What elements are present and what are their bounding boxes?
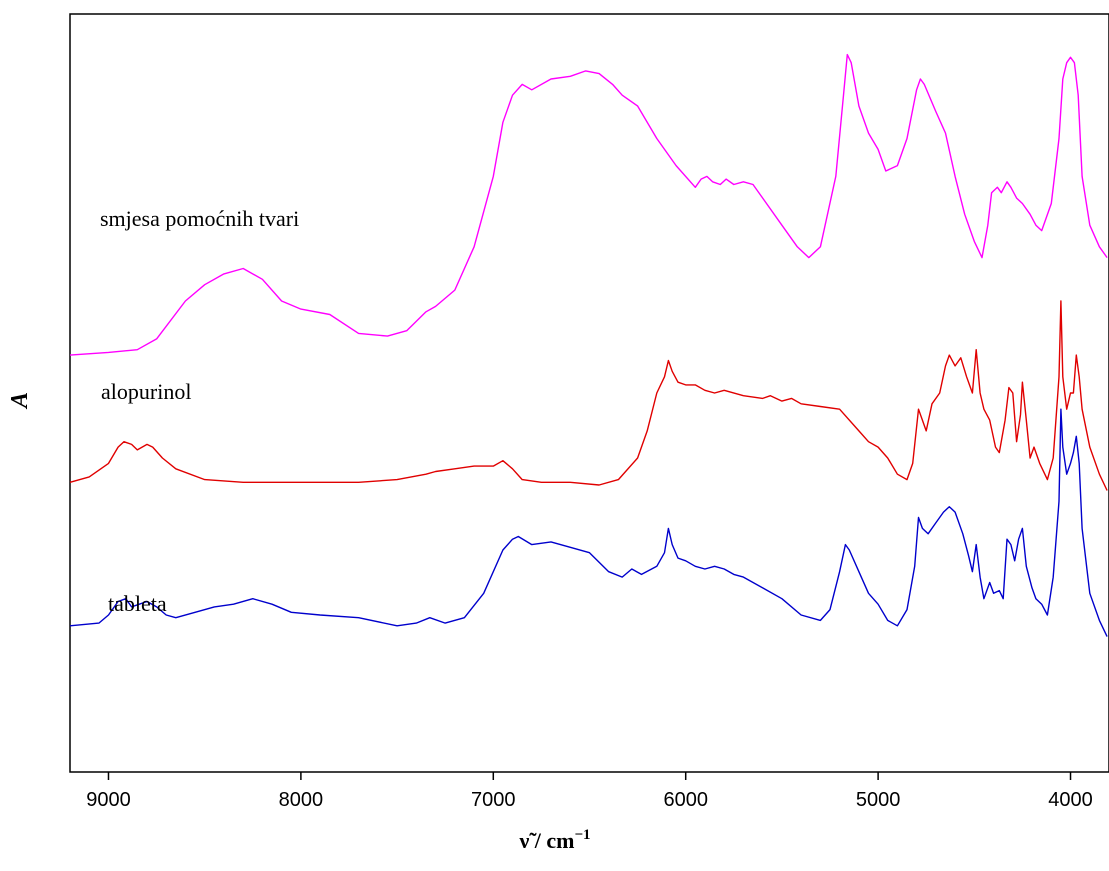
series-label-1: alopurinol — [101, 379, 191, 404]
series-line-2 — [69, 408, 1108, 637]
x-tick-label-7000: 7000 — [471, 789, 516, 811]
series-line-0 — [69, 53, 1108, 356]
x-tick-label-8000: 8000 — [279, 789, 324, 811]
series-line-1 — [69, 300, 1108, 491]
x-tick-label-9000: 9000 — [86, 789, 131, 811]
x-tick-label-4000: 4000 — [1048, 789, 1093, 811]
series-labels: smjesa pomoćnih tvari alopurinol tableta — [100, 206, 299, 616]
x-axis-title-text: ν̃ / cm — [518, 828, 574, 853]
x-axis-title-superscript: −1 — [574, 827, 590, 843]
x-axis-title: ν̃ / cm−1 — [518, 827, 590, 853]
x-tick-label-5000: 5000 — [856, 789, 901, 811]
y-axis-title: A — [7, 392, 33, 410]
series-label-0: smjesa pomoćnih tvari — [100, 206, 299, 231]
series-layer — [69, 53, 1108, 637]
x-axis: 9000 8000 7000 6000 5000 4000 — [86, 772, 1093, 811]
series-label-2: tableta — [108, 591, 167, 616]
x-tick-label-6000: 6000 — [663, 789, 708, 811]
plot-frame — [69, 13, 1109, 773]
